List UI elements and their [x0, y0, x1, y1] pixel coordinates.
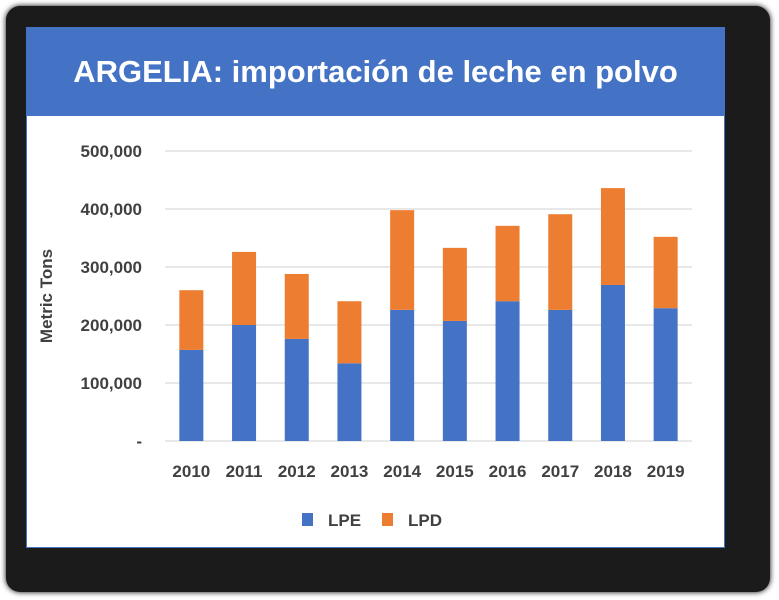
bar-lpd-2018 [600, 188, 625, 285]
x-tick-label: 2011 [226, 462, 263, 481]
bar-lpd-2014 [390, 210, 415, 310]
legend-swatch-lpd [382, 513, 393, 526]
x-tick-label: 2010 [172, 462, 210, 481]
bar-lpd-2019 [653, 236, 678, 309]
y-tick-label: 400,000 [81, 200, 142, 219]
x-tick-label: 2019 [647, 462, 685, 481]
bar-lpd-2013 [337, 301, 362, 364]
chart-title: ARGELIA: importación de leche en polvo [27, 28, 724, 116]
bar-lpe-2017 [548, 309, 573, 441]
bar-lpd-2017 [548, 214, 573, 310]
y-tick-label: 100,000 [81, 374, 142, 393]
bar-lpe-2011 [232, 325, 257, 441]
legend-label-lpe: LPE [328, 511, 361, 530]
bar-lpe-2018 [600, 284, 625, 441]
x-tick-label: 2015 [436, 462, 474, 481]
bar-lpe-2014 [390, 309, 415, 441]
bar-lpd-2016 [495, 225, 520, 302]
bar-lpe-2019 [653, 308, 678, 441]
bar-lpe-2010 [179, 349, 204, 441]
y-tick-label: - [136, 432, 142, 451]
y-tick-label: 200,000 [81, 316, 142, 335]
x-tick-label: 2012 [278, 462, 316, 481]
x-tick-label: 2016 [489, 462, 527, 481]
bar-lpe-2016 [495, 301, 520, 441]
legend-swatch-lpe [302, 513, 313, 526]
bar-lpd-2012 [284, 273, 309, 339]
bar-lpe-2012 [284, 338, 309, 441]
y-axis-label: Metric Tons [37, 249, 56, 343]
y-tick-label: 500,000 [81, 142, 142, 161]
bar-lpd-2011 [232, 251, 257, 325]
x-tick-label: 2018 [594, 462, 632, 481]
x-tick-label: 2013 [331, 462, 369, 481]
y-tick-label: 300,000 [81, 258, 142, 277]
x-tick-label: 2017 [541, 462, 579, 481]
legend-label-lpd: LPD [408, 511, 442, 530]
bar-lpd-2015 [442, 247, 467, 321]
bar-lpd-2010 [179, 290, 204, 350]
bar-lpe-2013 [337, 363, 362, 441]
x-tick-label: 2014 [383, 462, 421, 481]
bar-lpe-2015 [442, 320, 467, 441]
